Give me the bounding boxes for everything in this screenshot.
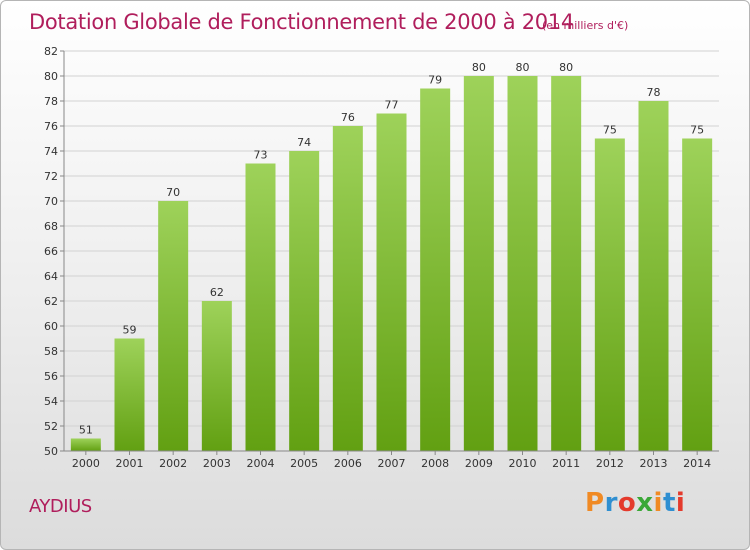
x-tick-label: 2000 xyxy=(72,457,100,470)
y-tick-label: 58 xyxy=(44,345,58,358)
y-tick-label: 60 xyxy=(44,320,58,333)
logo-letter: o xyxy=(617,488,637,518)
y-tick-label: 72 xyxy=(44,170,58,183)
bar xyxy=(638,101,669,451)
data-label: 59 xyxy=(123,324,137,337)
y-tick-label: 50 xyxy=(44,445,58,458)
bar xyxy=(594,138,625,451)
logo-letter: i xyxy=(675,488,686,518)
logo-letter: t xyxy=(662,488,676,518)
bar xyxy=(114,338,145,451)
data-label: 78 xyxy=(647,86,661,99)
y-tick-label: 70 xyxy=(44,195,58,208)
chart-title: Dotation Globale de Fonctionnement de 20… xyxy=(29,10,574,34)
logo-letter: i xyxy=(653,488,663,518)
bar xyxy=(507,76,538,451)
bar xyxy=(289,151,320,451)
data-label: 80 xyxy=(516,61,530,74)
bar xyxy=(245,163,276,451)
x-tick-label: 2012 xyxy=(596,457,624,470)
x-tick-label: 2008 xyxy=(421,457,449,470)
x-tick-label: 2002 xyxy=(159,457,187,470)
bar xyxy=(158,201,189,451)
bar xyxy=(70,438,101,451)
commune-name: AYDIUS xyxy=(29,496,92,517)
bar xyxy=(682,138,713,451)
data-label: 70 xyxy=(166,186,180,199)
axes: 50 52 54 56 58 60 62 64 66 68 70 72 74 76 78 80 82 2000 20… xyxy=(44,45,719,470)
data-labels: 51 59 70 62 73 74 76 77 79 80 80 80 75 78 75 xyxy=(79,61,704,437)
y-tick-label: 74 xyxy=(44,145,58,158)
data-label: 75 xyxy=(690,124,704,137)
chart-unit: (en milliers d'€) xyxy=(542,19,629,32)
logo-letter: P xyxy=(585,488,605,518)
x-tick-label: 2007 xyxy=(378,457,406,470)
bar xyxy=(463,76,494,451)
bar xyxy=(420,88,451,451)
logo-letter: r xyxy=(604,488,618,518)
data-label: 74 xyxy=(297,136,311,149)
bar xyxy=(376,113,407,451)
x-tick-label: 2004 xyxy=(247,457,275,470)
data-label: 51 xyxy=(79,424,93,437)
x-tick-label: 2006 xyxy=(334,457,362,470)
y-tick-label: 80 xyxy=(44,70,58,83)
proxiti-logo: Proxiti xyxy=(585,488,685,518)
y-tick-label: 76 xyxy=(44,120,58,133)
y-tick-label: 66 xyxy=(44,245,58,258)
data-label: 77 xyxy=(385,99,399,112)
y-tick-label: 68 xyxy=(44,220,58,233)
logo-letter: x xyxy=(636,488,654,518)
data-label: 79 xyxy=(428,74,442,87)
x-tick-label: 2005 xyxy=(290,457,318,470)
x-tick-label: 2011 xyxy=(552,457,580,470)
y-tick-label: 62 xyxy=(44,295,58,308)
x-tick-label: 2003 xyxy=(203,457,231,470)
data-label: 80 xyxy=(472,61,486,74)
y-tick-label: 52 xyxy=(44,420,58,433)
data-label: 62 xyxy=(210,286,224,299)
data-label: 76 xyxy=(341,111,355,124)
data-label: 75 xyxy=(603,124,617,137)
bar xyxy=(332,126,363,451)
x-tick-label: 2009 xyxy=(465,457,493,470)
data-label: 73 xyxy=(254,149,268,162)
y-tick-label: 54 xyxy=(44,395,58,408)
y-tick-label: 64 xyxy=(44,270,58,283)
x-tick-label: 2013 xyxy=(640,457,668,470)
y-tick-label: 82 xyxy=(44,45,58,58)
x-tick-label: 2010 xyxy=(509,457,537,470)
bar xyxy=(551,76,582,451)
y-tick-label: 56 xyxy=(44,370,58,383)
data-label: 80 xyxy=(559,61,573,74)
x-tick-label: 2001 xyxy=(116,457,144,470)
y-tick-label: 78 xyxy=(44,95,58,108)
bar xyxy=(201,301,232,451)
bars xyxy=(70,76,713,451)
x-tick-label: 2014 xyxy=(683,457,711,470)
